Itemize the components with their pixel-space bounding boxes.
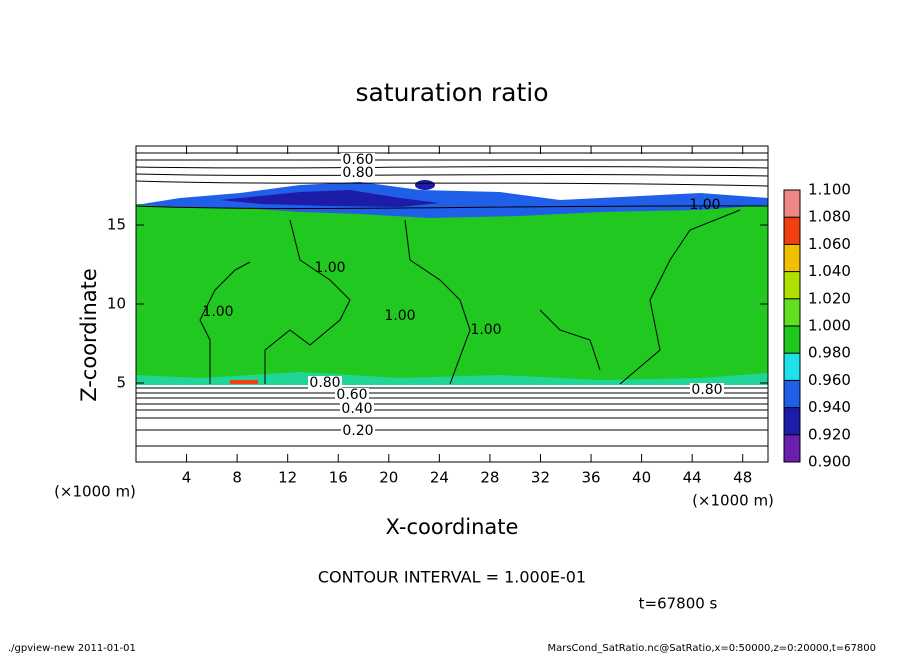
- x-tick-label: 4: [182, 469, 192, 487]
- colorbar-tick-label: 1.040: [808, 262, 851, 280]
- field-region: [136, 182, 768, 218]
- colorbar-bin: [784, 217, 800, 245]
- colorbar-bin: [784, 326, 800, 354]
- colorbar-bin: [784, 190, 800, 218]
- contour-label: 1.00: [689, 197, 720, 213]
- colorbar-tick-label: 1.060: [808, 235, 851, 253]
- colorbar-tick-label: 0.940: [808, 398, 851, 416]
- contour-label: 0.80: [342, 165, 373, 181]
- colorbar-tick-label: 0.920: [808, 425, 851, 443]
- x-tick-label: 8: [232, 469, 242, 487]
- contour-line: [404, 219, 471, 385]
- contour-label: 1.00: [314, 260, 345, 276]
- colorbar-tick-label: 0.900: [808, 453, 851, 471]
- x-tick-label: 36: [581, 469, 600, 487]
- time-label: t=67800 s: [639, 595, 718, 613]
- contour-interval: CONTOUR INTERVAL = 1.000E-01: [318, 568, 586, 587]
- x-axis-label: X-coordinate: [386, 515, 519, 539]
- field: [135, 152, 769, 447]
- colorbar-bin: [784, 244, 800, 272]
- contour-label-bg: [690, 383, 724, 397]
- contour-line: [619, 209, 741, 385]
- contour-label-bg: [341, 424, 375, 438]
- contour-line: [199, 261, 251, 384]
- colorbar-tick-label: 1.000: [808, 317, 851, 335]
- x-tick-label: 20: [379, 469, 398, 487]
- contour-line: [264, 219, 351, 384]
- y-axis-label: Z-coordinate: [77, 268, 101, 402]
- footer-right: MarsCond_SatRatio.nc@SatRatio,x=0:50000,…: [547, 643, 876, 654]
- colorbar-tick-label: 0.980: [808, 344, 851, 362]
- colorbar-bin: [784, 353, 800, 381]
- x-tick-label: 28: [480, 469, 499, 487]
- field-region: [415, 180, 435, 190]
- field-region: [220, 190, 440, 207]
- x-unit-label: (×1000 m): [692, 492, 774, 510]
- colorbar-bin: [784, 298, 800, 326]
- contour-line: [135, 152, 769, 187]
- colorbar-tick-label: 0.960: [808, 371, 851, 389]
- colorbar-tick-label: 1.020: [808, 289, 851, 307]
- y-tick-label: 5: [116, 374, 126, 392]
- colorbar-bin: [784, 380, 800, 408]
- contour-label: 0.40: [341, 401, 372, 417]
- colorbar-tick-label: 1.100: [808, 181, 851, 199]
- contour-label: 1.00: [470, 322, 501, 338]
- field-region: [136, 204, 768, 385]
- y-tick-label: 10: [107, 295, 126, 313]
- x-tick-label: 12: [278, 469, 297, 487]
- x-tick-label: 32: [531, 469, 550, 487]
- contour-label: 0.80: [309, 375, 340, 391]
- contour-label: 0.60: [336, 387, 367, 403]
- x-tick-label: 48: [733, 469, 752, 487]
- y-unit-label: (×1000 m): [54, 483, 136, 501]
- contour-label-bg: [308, 376, 342, 390]
- colorbar-bin: [784, 271, 800, 299]
- contour-label-bg: [341, 153, 375, 167]
- x-tick-label: 40: [632, 469, 651, 487]
- x-tick-label: 44: [683, 469, 702, 487]
- contour-label-bg: [341, 166, 375, 180]
- contour-line: [135, 205, 769, 209]
- contour-label: 0.60: [342, 152, 373, 168]
- contour-label: 0.80: [691, 382, 722, 398]
- field-region: [230, 380, 258, 384]
- colorbar-tick-label: 1.080: [808, 208, 851, 226]
- y-tick-label: 15: [107, 216, 126, 234]
- contour-label-bg: [340, 402, 374, 416]
- contour-line: [136, 387, 768, 447]
- contour-label-bg: [335, 388, 369, 402]
- contour-label: 1.00: [202, 304, 233, 320]
- x-tick-label: 16: [329, 469, 348, 487]
- contour-label: 0.20: [342, 423, 373, 439]
- contour-line: [539, 309, 601, 371]
- contour-label: 1.00: [384, 308, 415, 324]
- colorbar-bin: [784, 434, 800, 462]
- colorbar-bin: [784, 407, 800, 435]
- footer-left: ./gpview-new 2011-01-01: [8, 643, 136, 654]
- chart-title: saturation ratio: [355, 78, 548, 107]
- x-tick-label: 24: [430, 469, 449, 487]
